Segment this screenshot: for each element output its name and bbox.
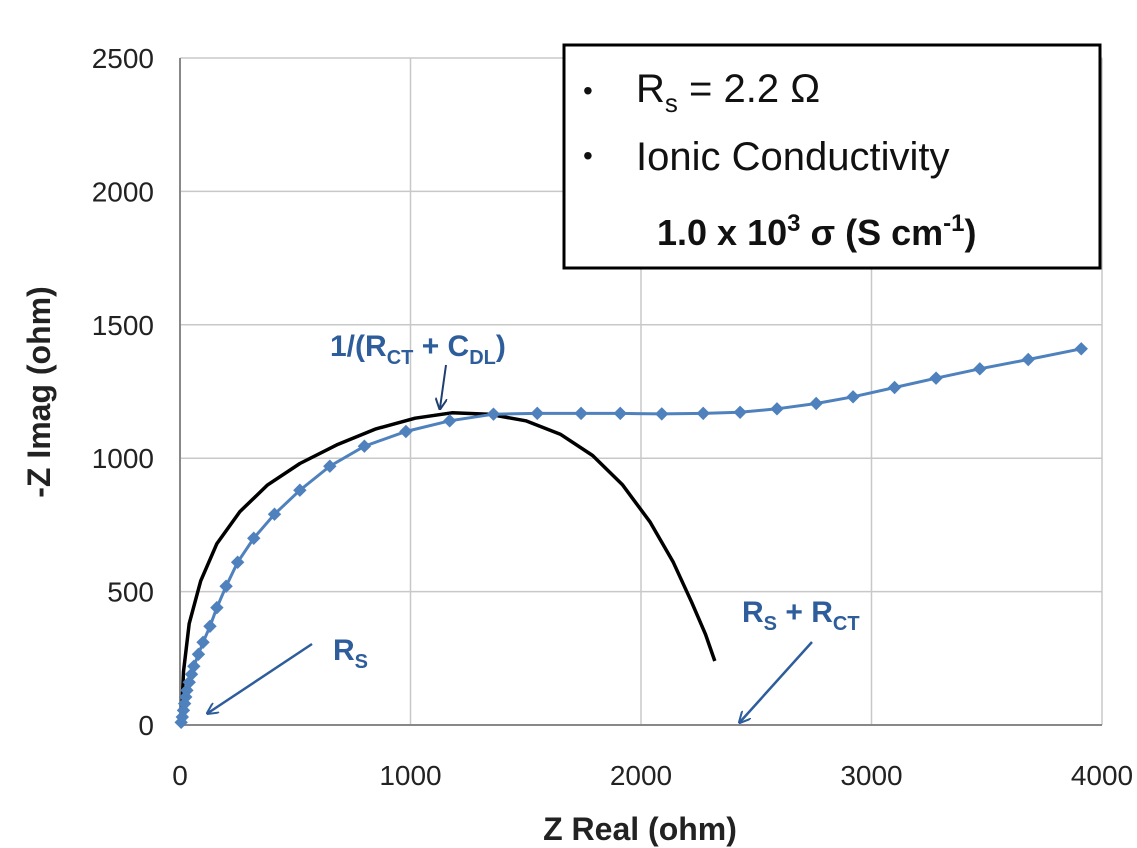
annotation-rct-cdl-end: )	[496, 330, 506, 363]
svg-text:RS: RS	[333, 634, 368, 673]
data-point	[267, 507, 282, 521]
data-point	[210, 600, 224, 615]
y-tick-label: 1000	[92, 443, 154, 474]
data-point	[574, 406, 588, 421]
tick-labels: 0 500 1000 1500 2000 2500 0 1000 2000 3000 4000	[92, 43, 1133, 791]
data-point	[655, 407, 669, 421]
legend-cond-end: )	[965, 212, 977, 253]
y-tick-label: 2500	[92, 43, 154, 74]
legend-frame	[562, 43, 1102, 270]
legend-item-conductivity: 1.0 x 103 σ (S cm-1)	[657, 210, 977, 253]
svg-text:RS + RCT: RS + RCT	[742, 596, 860, 635]
data-point	[247, 531, 261, 545]
y-tick-label: 1500	[92, 310, 154, 341]
fit-curve-line	[179, 411, 717, 726]
x-axis-label: Z Real (ohm)	[543, 811, 737, 847]
x-tick-label: 1000	[379, 760, 441, 791]
y-axis-label: -Z Imag (ohm)	[21, 286, 57, 498]
x-tick-label: 2000	[610, 760, 672, 791]
annotation-rs-arrow	[208, 642, 313, 713]
annotation-rs-text: R	[333, 634, 355, 667]
x-tick-label: 0	[172, 760, 188, 791]
data-point	[1074, 342, 1088, 356]
annotation-rs-rct-text: R	[742, 596, 764, 629]
annotation-rct-cdl-sub1: CT	[387, 347, 414, 369]
annotation-rct-cdl-arrow	[440, 364, 446, 408]
legend-rs-suffix: = 2.2 Ω	[678, 67, 820, 111]
data-point	[230, 555, 245, 569]
legend-item-rs: Rs = 2.2 Ω	[636, 67, 820, 118]
data-point	[486, 407, 501, 421]
data-point	[219, 579, 233, 593]
axes	[179, 58, 1102, 726]
data-point	[733, 405, 747, 420]
legend-cond-mid: σ (S cm	[800, 212, 943, 253]
data-point	[203, 619, 217, 633]
data-point	[696, 406, 710, 421]
data-point	[530, 406, 544, 421]
data-point	[187, 659, 201, 674]
annotation-rct-cdl: 1/(RCT + CDL)	[330, 330, 506, 408]
annotation-rs-sub: S	[355, 651, 368, 673]
legend-cond-sup1: 3	[787, 210, 800, 237]
data-point	[1021, 352, 1035, 367]
annotation-rct-cdl-mid: + C	[413, 330, 469, 363]
data-point	[293, 483, 307, 497]
legend-rs-sub: s	[665, 88, 678, 118]
data-point	[196, 635, 210, 649]
legend-cond-sup2: -1	[943, 210, 964, 237]
legend-bullet-2: •	[583, 140, 593, 171]
annotation-rs-rct-sub1: S	[764, 613, 777, 635]
data-point	[973, 362, 987, 376]
svg-text:1/(RCT + CDL): 1/(RCT + CDL)	[330, 330, 506, 369]
data-point	[442, 414, 457, 428]
annotation-rct-cdl-text: 1/(R	[330, 330, 387, 363]
data-point	[357, 439, 372, 453]
annotation-rct-cdl-sub2: DL	[469, 347, 496, 369]
y-tick-label: 0	[138, 710, 154, 741]
data-point	[809, 396, 823, 411]
data-point	[846, 390, 860, 404]
x-tick-label: 3000	[840, 760, 902, 791]
data-point	[613, 406, 627, 421]
x-tick-label: 4000	[1071, 760, 1133, 791]
y-tick-label: 2000	[92, 176, 154, 207]
data-point	[887, 380, 902, 395]
annotation-rs: RS	[208, 634, 368, 713]
y-tick-label: 500	[107, 577, 154, 608]
data-point	[399, 424, 413, 439]
legend-rs-prefix: R	[636, 67, 665, 111]
data-point	[323, 459, 337, 473]
legend-cond-main: 1.0 x 10	[657, 212, 787, 253]
annotation-rs-rct-arrow	[740, 641, 813, 722]
annotation-rs-rct-sub2: CT	[833, 613, 860, 635]
data-point	[176, 703, 191, 718]
data-point	[929, 371, 943, 385]
data-series	[174, 342, 1088, 730]
annotation-rs-rct-mid: + R	[777, 596, 833, 629]
data-point	[770, 402, 784, 416]
legend-box: • Rs = 2.2 Ω • Ionic Conductivity 1.0 x …	[562, 43, 1102, 270]
data-point	[191, 647, 206, 662]
annotation-rs-rct: RS + RCT	[740, 596, 860, 722]
legend-item-ionic: Ionic Conductivity	[636, 135, 949, 179]
data-series-line	[179, 347, 1082, 723]
legend-bullet-1: •	[583, 75, 593, 106]
